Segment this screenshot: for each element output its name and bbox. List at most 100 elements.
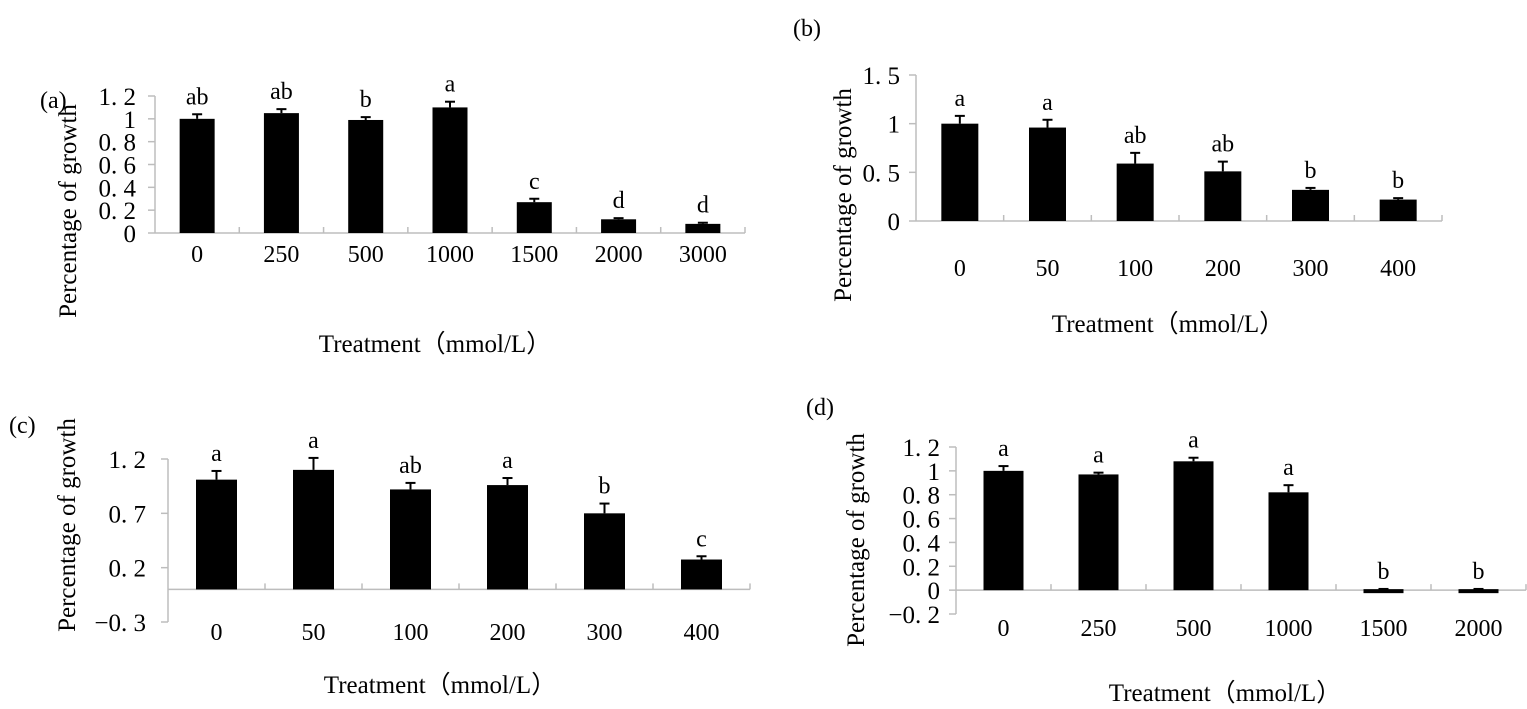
y-axis-title: Percentage of growth — [55, 104, 82, 318]
bar — [685, 223, 721, 233]
y-tick-label: 1 — [124, 107, 137, 134]
y-tick-label: 0. 2 — [903, 554, 941, 581]
significance-label: b — [360, 87, 372, 113]
significance-label: b — [1473, 559, 1485, 585]
y-tick-label: 0. 6 — [903, 507, 941, 534]
bar — [1379, 199, 1417, 221]
y-tick-label: 1 — [888, 112, 901, 139]
significance-label: a — [308, 428, 319, 454]
panel-label: (b) — [793, 16, 821, 42]
x-tick-label: 0 — [954, 256, 966, 282]
y-tick-label: 0. 7 — [109, 501, 147, 528]
x-tick-label: 0 — [998, 616, 1010, 642]
bar — [1029, 127, 1066, 221]
x-tick-label: 1000 — [426, 242, 474, 268]
x-tick-label: 400 — [684, 620, 720, 646]
x-axis-title: Treatment（mmol/L） — [319, 330, 551, 358]
significance-label: c — [696, 526, 707, 552]
x-tick-label: 100 — [1117, 256, 1153, 282]
x-tick-label: 200 — [490, 620, 526, 646]
x-tick-label: 1500 — [510, 242, 558, 268]
x-tick-label: 2000 — [1455, 616, 1503, 642]
y-tick-label: −0. 3 — [94, 610, 146, 637]
bar — [1458, 589, 1499, 594]
bar — [432, 107, 468, 233]
significance-label: ab — [186, 84, 209, 110]
y-tick-label: −0. 2 — [888, 602, 940, 629]
y-tick-label: 0. 4 — [99, 175, 137, 202]
y-tick-label: 1 — [928, 459, 941, 486]
x-axis-title: Treatment（mmol/L） — [1052, 310, 1284, 338]
bar — [348, 119, 384, 233]
bar — [584, 513, 625, 590]
x-tick-label: 300 — [587, 620, 623, 646]
significance-label: ab — [270, 79, 293, 105]
x-tick-label: 50 — [1036, 256, 1060, 282]
y-tick-label: 0. 6 — [99, 153, 137, 180]
x-tick-label: 1000 — [1265, 616, 1313, 642]
x-tick-label: 50 — [302, 620, 326, 646]
y-tick-label: 1. 2 — [109, 447, 147, 474]
bar — [1268, 492, 1309, 591]
bar — [1116, 163, 1154, 221]
x-axis-title: Treatment（mmol/L） — [324, 671, 556, 699]
significance-label: a — [998, 436, 1009, 462]
bar — [263, 113, 299, 233]
significance-label: d — [697, 193, 709, 219]
significance-label: a — [1283, 455, 1294, 481]
x-tick-label: 400 — [1380, 256, 1416, 282]
x-tick-label: 1500 — [1360, 616, 1408, 642]
x-tick-label: 2000 — [595, 242, 643, 268]
y-tick-label: 0. 5 — [863, 160, 901, 187]
x-tick-label: 500 — [348, 242, 384, 268]
panel-d: (d)−0. 200. 20. 40. 60. 811. 2 a0a250a500… — [806, 395, 1527, 707]
bar — [293, 469, 334, 590]
significance-label: ab — [399, 453, 422, 479]
x-tick-label: 250 — [1081, 616, 1117, 642]
panel-a: (a)00. 20. 40. 60. 811. 2 ab0ab250b500a10… — [40, 72, 746, 358]
significance-label: b — [1378, 559, 1390, 585]
significance-label: ab — [1124, 123, 1147, 149]
bar — [601, 219, 637, 233]
y-tick-label: 0 — [888, 209, 901, 236]
bar — [941, 123, 979, 221]
x-tick-label: 250 — [263, 242, 299, 268]
significance-label: a — [502, 448, 513, 474]
y-tick-label: 0. 8 — [903, 483, 941, 510]
significance-label: a — [955, 86, 966, 112]
panel-label: (d) — [806, 395, 834, 421]
bar — [983, 470, 1024, 591]
significance-label: b — [1305, 158, 1317, 184]
significance-label: c — [529, 169, 540, 195]
y-tick-label: 0. 4 — [903, 530, 941, 557]
x-tick-label: 0 — [191, 242, 203, 268]
x-tick-label: 3000 — [679, 242, 727, 268]
y-tick-label: 1. 2 — [903, 435, 941, 462]
x-tick-label: 0 — [211, 620, 223, 646]
significance-label: b — [1392, 168, 1404, 194]
bar — [681, 559, 722, 590]
panel-b: (b) 0 0. 5 1 1. 5 a 0 a 50 ab 100 ab 200 b 300 b 400 Trea… — [793, 16, 1443, 338]
x-tick-label: 200 — [1205, 256, 1241, 282]
bar — [1173, 461, 1214, 591]
bar — [179, 118, 215, 233]
y-tick-label: 0. 8 — [99, 130, 137, 157]
y-tick-label: 1. 5 — [863, 63, 901, 90]
y-tick-label: 0 — [928, 578, 941, 605]
y-axis-title: Percentage of growth — [54, 418, 81, 632]
y-tick-label: 0. 2 — [99, 198, 137, 225]
x-tick-label: 500 — [1176, 616, 1212, 642]
panel-label: (a) — [40, 88, 67, 114]
bar — [1204, 171, 1242, 221]
significance-label: a — [1188, 428, 1199, 454]
x-axis-title: Treatment（mmol/L） — [1109, 679, 1341, 707]
y-axis-title: Percentage of growth — [843, 433, 870, 647]
y-tick-label: 1. 2 — [99, 84, 137, 111]
y-tick-label: 0 — [124, 221, 137, 248]
y-tick-label: 0. 2 — [109, 556, 147, 583]
significance-label: a — [1042, 90, 1053, 116]
bar — [390, 489, 431, 590]
panel-c: (c) −0. 3 0. 2 0. 7 1. 2 a 0 a 50 ab 100 a 200 b 300 c 4… — [9, 413, 751, 699]
bar — [487, 485, 528, 590]
